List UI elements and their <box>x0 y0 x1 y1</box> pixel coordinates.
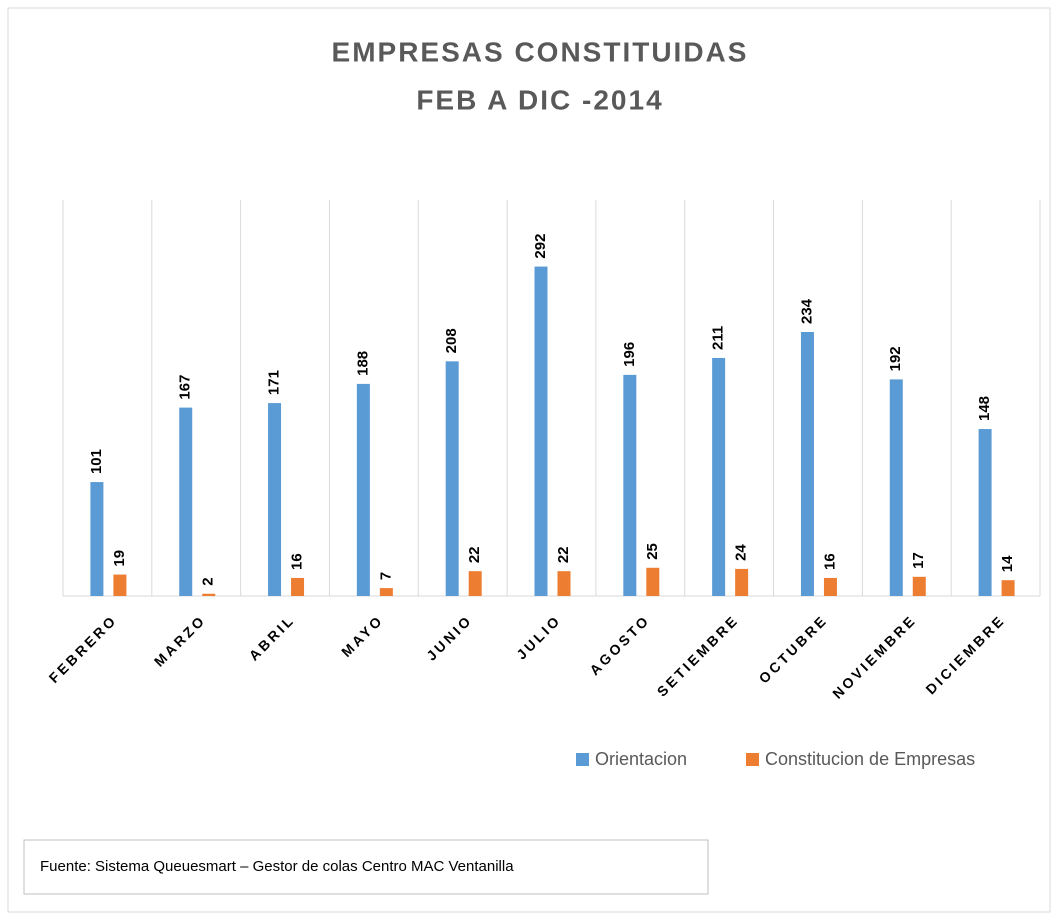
source-note: Fuente: Sistema Queuesmart – Gestor de c… <box>40 858 514 875</box>
bar <box>623 374 637 596</box>
bar <box>646 567 660 596</box>
legend-label: Orientacion <box>595 749 687 769</box>
bar <box>1001 580 1015 596</box>
data-label: 171 <box>266 370 283 395</box>
chart-title: EMPRESAS CONSTITUIDAS <box>332 36 749 67</box>
data-label: 192 <box>887 346 904 371</box>
data-label: 208 <box>443 328 460 353</box>
bar <box>735 568 749 596</box>
data-label: 25 <box>644 543 661 560</box>
bar <box>468 571 482 596</box>
data-label: 16 <box>289 553 306 570</box>
data-label: 7 <box>377 572 394 580</box>
bar <box>90 482 104 596</box>
bar <box>113 574 127 596</box>
data-label: 24 <box>733 544 750 561</box>
data-label: 188 <box>354 351 371 376</box>
source-box <box>23 839 709 895</box>
bar <box>268 403 282 596</box>
bar <box>800 332 814 596</box>
bar <box>978 429 992 596</box>
bar <box>445 361 459 596</box>
bar <box>534 266 548 596</box>
data-label: 19 <box>111 550 128 567</box>
bar <box>912 576 926 596</box>
data-label: 167 <box>177 375 194 400</box>
bar <box>179 407 193 596</box>
legend-label: Constitucion de Empresas <box>765 749 975 769</box>
bar <box>202 593 216 596</box>
bar <box>557 571 571 596</box>
data-label: 22 <box>555 546 572 563</box>
data-label: 196 <box>621 342 638 367</box>
chart-subtitle: FEB A DIC -2014 <box>416 84 663 115</box>
data-label: 22 <box>466 546 483 563</box>
data-label: 211 <box>710 326 727 350</box>
bar <box>712 357 726 596</box>
data-label: 148 <box>976 396 993 421</box>
bar <box>889 379 903 596</box>
bar <box>379 588 393 596</box>
data-label: 14 <box>999 555 1016 572</box>
bar <box>823 577 837 596</box>
data-label: 2 <box>200 577 217 585</box>
data-label: 292 <box>532 234 549 259</box>
data-label: 101 <box>88 449 105 474</box>
data-label: 234 <box>798 298 815 324</box>
data-label: 17 <box>910 552 927 569</box>
legend-swatch <box>746 753 759 766</box>
bar <box>291 577 305 596</box>
legend-swatch <box>576 753 589 766</box>
bar <box>356 383 370 596</box>
data-label: 16 <box>821 553 838 570</box>
